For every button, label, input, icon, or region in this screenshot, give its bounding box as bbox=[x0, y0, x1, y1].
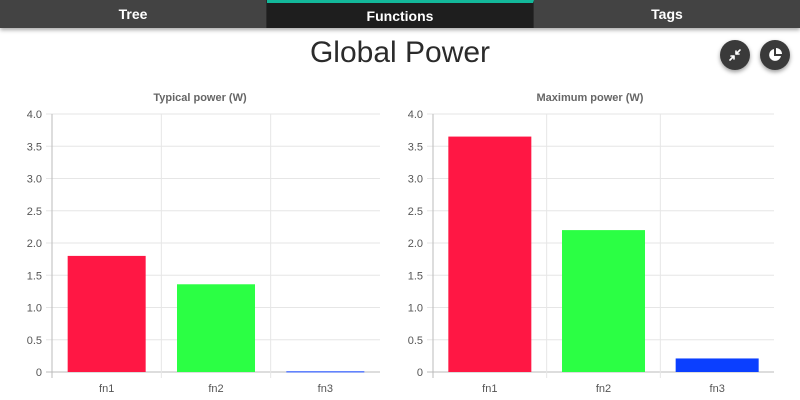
bar-fn3[interactable] bbox=[675, 358, 759, 372]
y-tick-label: 0.5 bbox=[27, 335, 42, 347]
chart-title: Typical power (W) bbox=[153, 92, 247, 104]
tab-bar: Tree Functions Tags bbox=[0, 0, 800, 28]
y-tick-label: 3.5 bbox=[408, 141, 423, 153]
y-tick-label: 0.5 bbox=[408, 335, 423, 347]
y-tick-label: 2.5 bbox=[27, 206, 42, 218]
y-tick-label: 4.0 bbox=[27, 109, 42, 121]
y-tick-label: 4.0 bbox=[408, 109, 423, 121]
tab-functions[interactable]: Functions bbox=[267, 0, 534, 28]
y-tick-label: 1.5 bbox=[27, 270, 42, 282]
y-tick-label: 2.0 bbox=[408, 238, 423, 250]
x-tick-label: fn2 bbox=[208, 383, 223, 395]
bar-fn3[interactable] bbox=[286, 371, 365, 373]
x-tick-label: fn3 bbox=[318, 383, 333, 395]
collapse-button[interactable] bbox=[720, 40, 750, 70]
y-tick-label: 0 bbox=[36, 367, 42, 379]
bar-fn2[interactable] bbox=[177, 284, 255, 372]
y-tick-label: 1.5 bbox=[408, 270, 423, 282]
x-tick-label: fn3 bbox=[710, 383, 725, 395]
x-tick-label: fn1 bbox=[482, 383, 497, 395]
y-tick-label: 1.0 bbox=[27, 303, 42, 315]
y-tick-label: 2.5 bbox=[408, 206, 423, 218]
tab-tags[interactable]: Tags bbox=[534, 0, 800, 28]
y-tick-label: 3.5 bbox=[27, 141, 42, 153]
pie-chart-icon bbox=[769, 48, 782, 61]
tab-tree[interactable]: Tree bbox=[0, 0, 267, 28]
x-tick-label: fn2 bbox=[596, 383, 611, 395]
bar-fn1[interactable] bbox=[67, 255, 146, 372]
y-tick-label: 0 bbox=[417, 367, 423, 379]
chart-title: Maximum power (W) bbox=[537, 92, 644, 104]
x-tick-label: fn1 bbox=[99, 383, 114, 395]
y-tick-label: 1.0 bbox=[408, 303, 423, 315]
page-title: Global Power bbox=[309, 36, 491, 69]
y-tick-label: 3.0 bbox=[408, 174, 423, 186]
bar-chart-2: Maximum power (W) 0 0.5 1.0 1.5 2.0 2.5 3.0 3.5 4… bbox=[408, 92, 774, 395]
pie-chart-button[interactable] bbox=[760, 40, 790, 70]
collapse-arrows-icon bbox=[729, 49, 741, 61]
y-tick-label: 2.0 bbox=[27, 238, 42, 250]
y-tick-label: 3.0 bbox=[27, 174, 42, 186]
bar-fn1[interactable] bbox=[448, 136, 532, 372]
bar-chart-1: Typical power (W) 0 0.5 1.0 1.5 2.0 2.5 3.0 3.5 4… bbox=[27, 92, 380, 395]
bar-fn2[interactable] bbox=[562, 230, 645, 372]
